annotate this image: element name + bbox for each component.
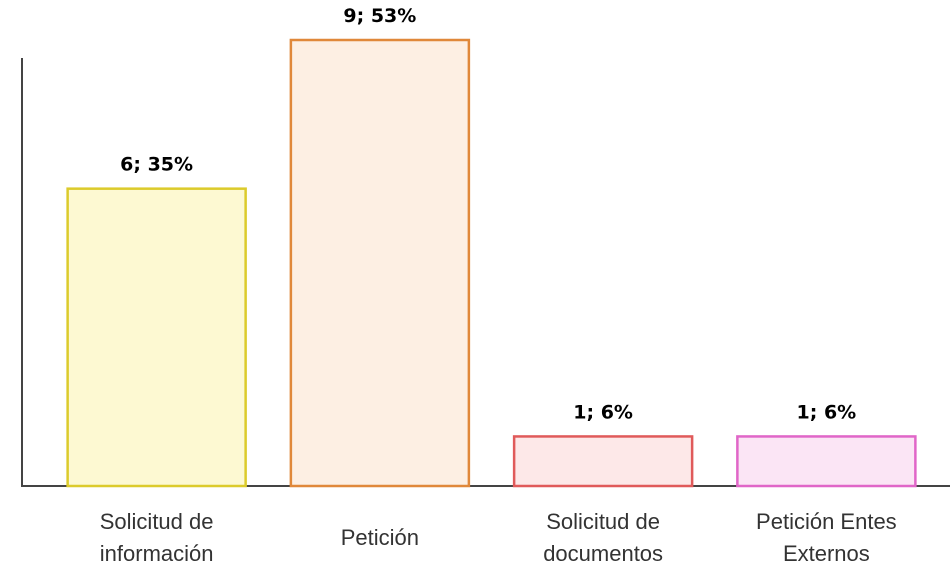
bar: [66, 187, 247, 488]
bar: [289, 38, 471, 488]
data-label: 1; 6%: [573, 401, 633, 423]
x-tick-label: Solicitud de información: [99, 509, 214, 566]
x-tick-label: Petición: [340, 525, 420, 550]
data-label: 9; 53%: [343, 5, 416, 27]
bar: [736, 435, 917, 488]
x-tick-label: Solicitud de documentos: [543, 509, 664, 566]
x-tick-label: Petición Entes Externos: [756, 509, 897, 566]
data-label: 1; 6%: [797, 401, 857, 423]
bar: [512, 435, 694, 488]
data-label: 6; 35%: [120, 154, 193, 176]
